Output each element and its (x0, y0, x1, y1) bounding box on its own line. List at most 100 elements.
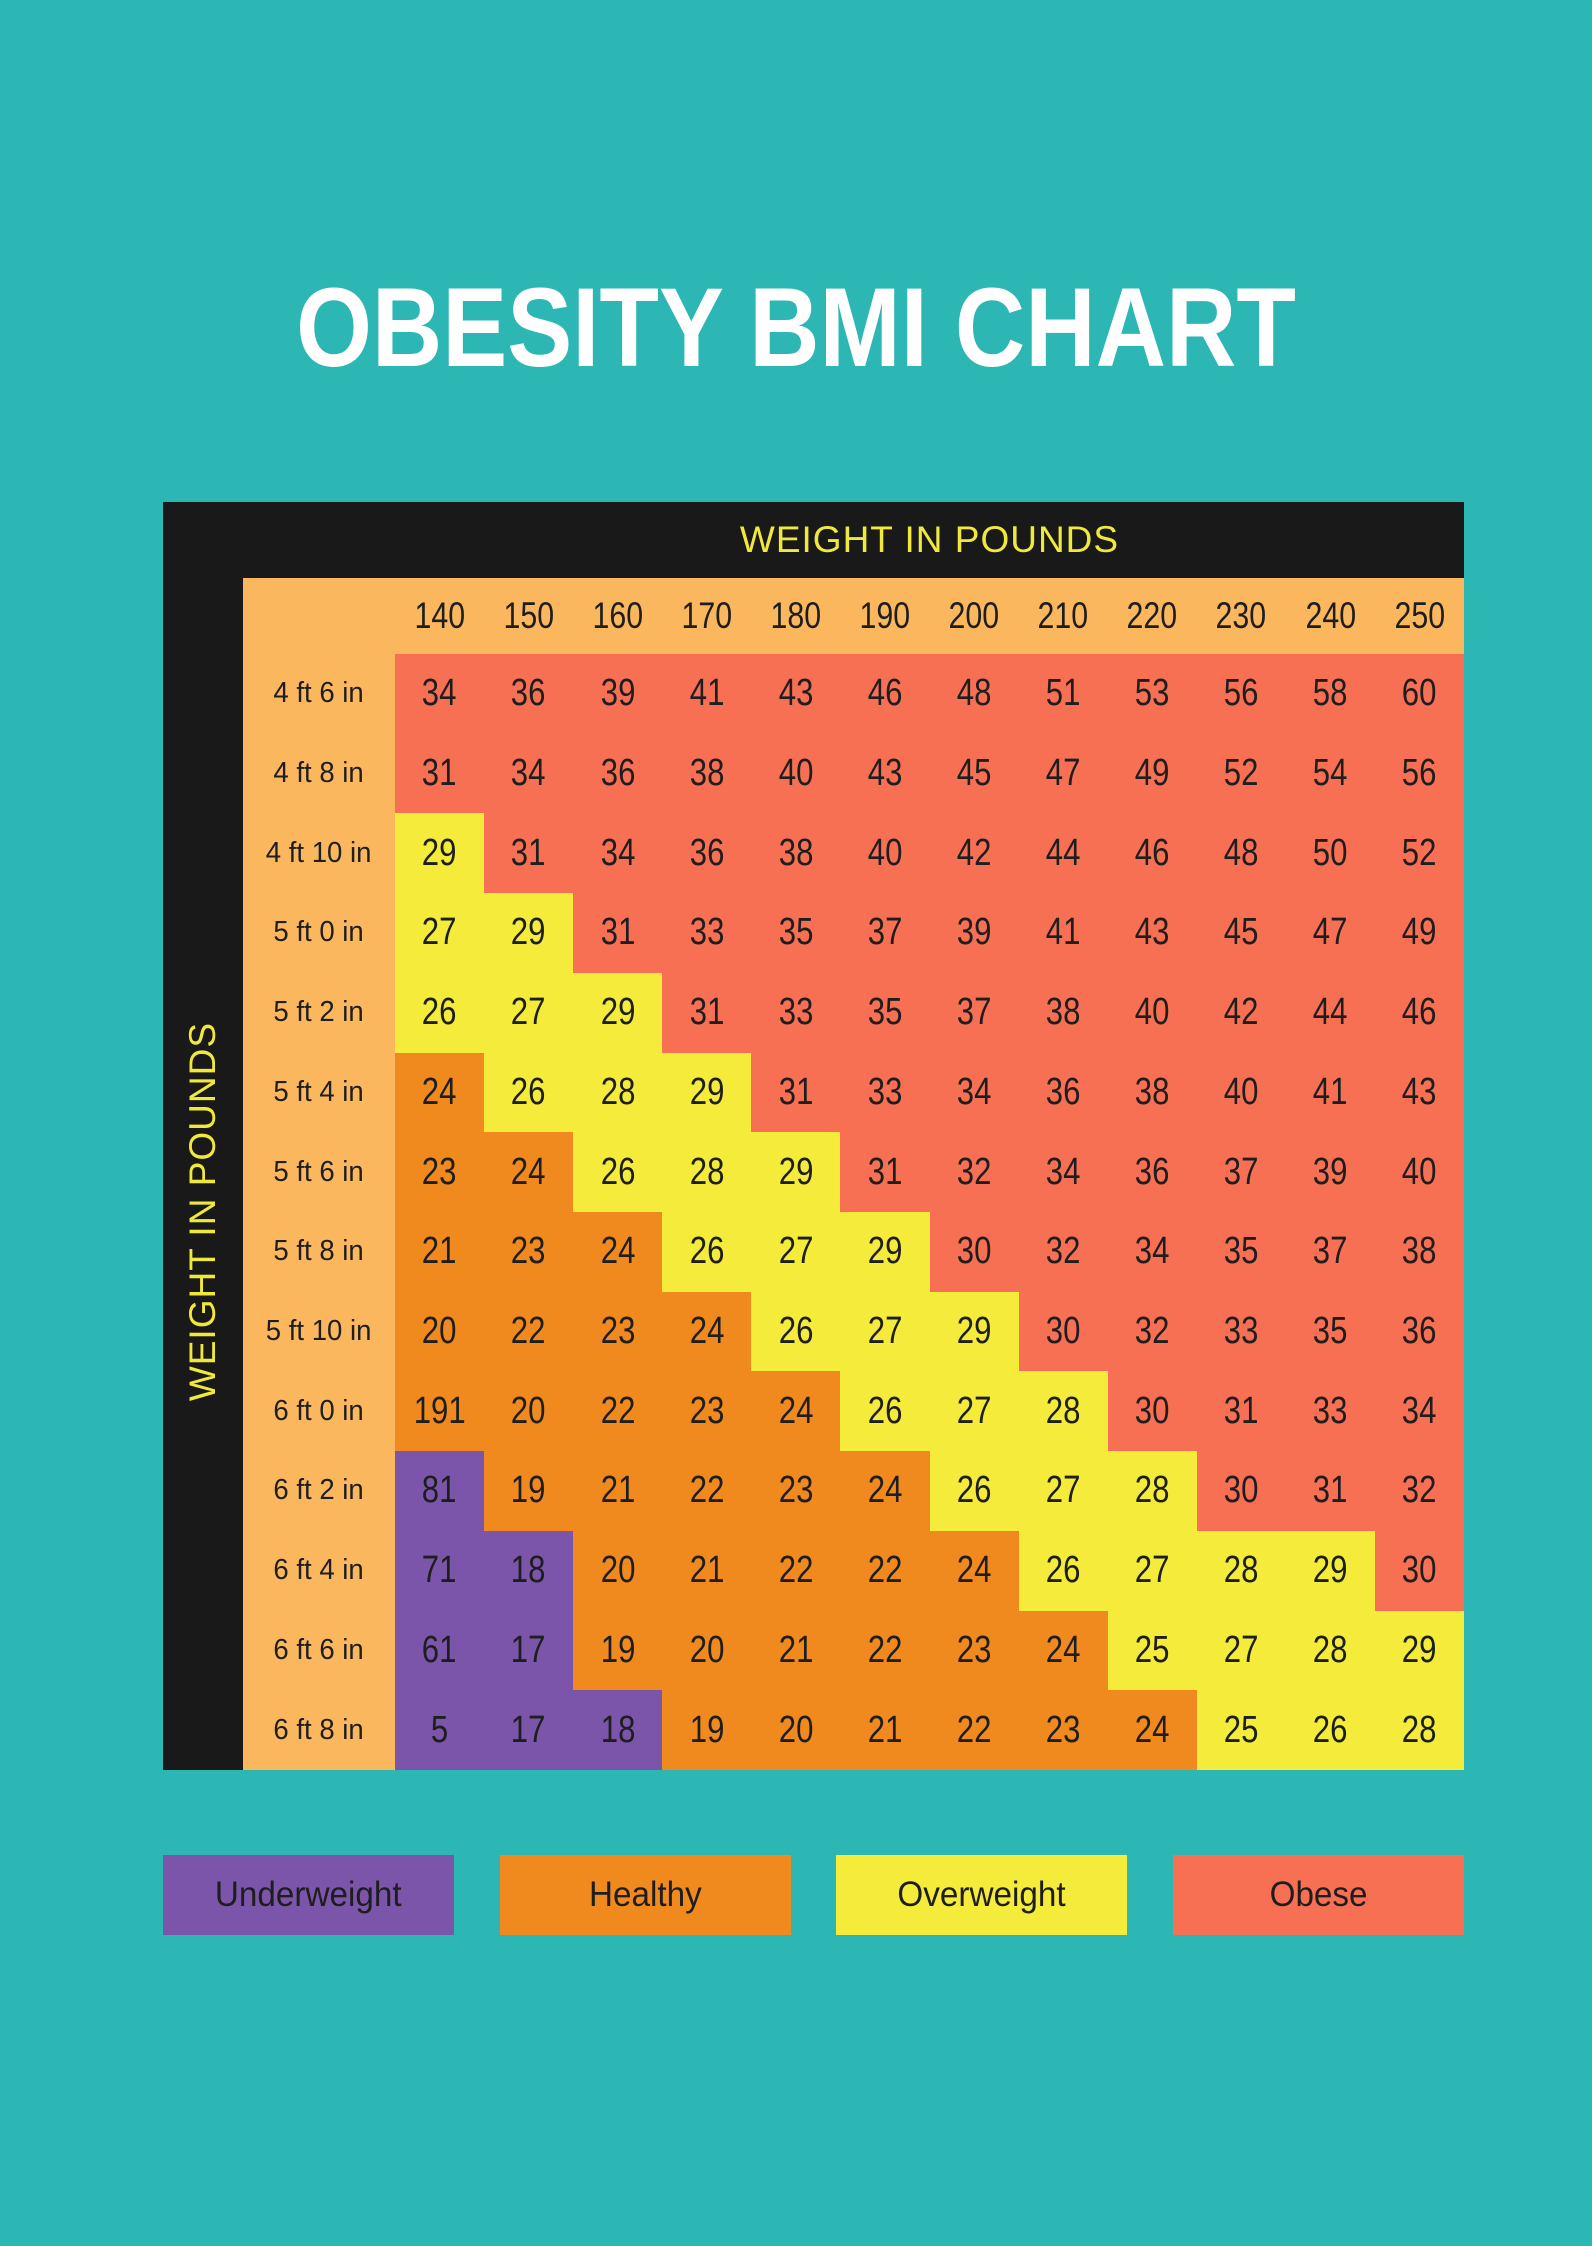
bmi-cell: 28 (1018, 1371, 1108, 1452)
bmi-cell: 50 (1285, 813, 1375, 894)
bmi-cell: 41 (1285, 1052, 1375, 1133)
bmi-grid: 140 150 160 170 180 190 200 210 220 230 240 250 4 ft… (243, 578, 1464, 1770)
bmi-cell: 46 (840, 654, 930, 734)
bmi-cell: 24 (484, 1132, 574, 1212)
bmi-cell: 29 (662, 1052, 752, 1133)
bmi-cell: 28 (573, 1052, 663, 1133)
bmi-cell: 40 (1107, 972, 1197, 1053)
row-header: 4 ft 8 in (273, 757, 365, 790)
bmi-cell: 25 (1107, 1610, 1197, 1691)
bmi-cell: 44 (1018, 813, 1108, 894)
bmi-cell: 27 (1018, 1451, 1108, 1531)
row-header: 5 ft 0 in (273, 916, 365, 949)
legend-label: Overweight (897, 1875, 1066, 1914)
bmi-cell: 36 (573, 733, 663, 814)
bmi-cell: 24 (840, 1451, 930, 1531)
row-axis-label: WEIGHT IN POUNDS (182, 1022, 223, 1402)
column-header: 200 (948, 595, 1000, 636)
bmi-cell: 30 (1018, 1291, 1108, 1372)
bmi-cell: 61 (395, 1610, 485, 1691)
bmi-cell: 54 (1285, 733, 1375, 814)
bmi-cell: 26 (395, 972, 485, 1053)
bmi-cell: 33 (840, 1052, 930, 1133)
column-header: 160 (592, 595, 644, 636)
bmi-cell: 56 (1374, 733, 1464, 814)
row-header: 5 ft 6 in (273, 1155, 365, 1188)
bmi-cell: 19 (662, 1690, 752, 1770)
bmi-cell: 26 (1018, 1530, 1108, 1611)
bmi-cell: 35 (751, 893, 841, 973)
bmi-cell: 27 (1196, 1610, 1286, 1691)
bmi-cell: 26 (662, 1212, 752, 1292)
bmi-cell: 28 (1107, 1451, 1197, 1531)
bmi-cell: 32 (1107, 1291, 1197, 1372)
row-header: 6 ft 8 in (273, 1713, 365, 1746)
bmi-cell: 38 (1018, 972, 1108, 1053)
bmi-cell: 26 (1285, 1690, 1375, 1770)
bmi-cell: 22 (840, 1530, 930, 1611)
bmi-cell: 42 (929, 813, 1019, 894)
column-header: 250 (1394, 595, 1445, 636)
bmi-cell: 26 (840, 1371, 930, 1452)
bmi-cell: 33 (1285, 1371, 1375, 1452)
bmi-cell: 39 (1285, 1132, 1375, 1212)
bmi-cell: 22 (573, 1371, 663, 1452)
legend-item-underweight: Underweight (163, 1855, 454, 1935)
row-header: 5 ft 4 in (273, 1075, 365, 1108)
bmi-cell: 36 (484, 654, 574, 734)
legend-label: Healthy (588, 1875, 702, 1914)
bmi-cell: 38 (1374, 1212, 1464, 1292)
bmi-cell: 30 (929, 1212, 1019, 1292)
bmi-cell: 34 (1107, 1212, 1197, 1292)
bmi-cell: 29 (1285, 1530, 1375, 1611)
bmi-cell: 23 (1018, 1690, 1108, 1770)
row-header: 6 ft 2 in (273, 1474, 365, 1507)
bmi-cell: 23 (484, 1212, 574, 1292)
bmi-cell: 24 (1018, 1610, 1108, 1691)
bmi-cell: 31 (395, 733, 485, 814)
bmi-cell: 29 (840, 1212, 930, 1292)
bmi-cell: 29 (751, 1132, 841, 1212)
bmi-cell: 48 (929, 654, 1019, 734)
column-axis-label: WEIGHT IN POUNDS (739, 519, 1120, 560)
bmi-cell: 34 (929, 1052, 1019, 1133)
bmi-cell: 30 (1196, 1451, 1286, 1531)
bmi-cell: 26 (573, 1132, 663, 1212)
bmi-cell: 22 (929, 1690, 1019, 1770)
legend-item-overweight: Overweight (836, 1855, 1128, 1935)
bmi-cell: 35 (1285, 1291, 1375, 1372)
bmi-cell: 52 (1374, 813, 1464, 894)
row-header: 6 ft 0 in (273, 1394, 365, 1427)
column-header: 220 (1126, 595, 1178, 636)
bmi-cell: 47 (1018, 733, 1108, 814)
table-left-band: WEIGHT IN POUNDS (163, 654, 243, 1770)
bmi-cell: 53 (1107, 654, 1197, 734)
column-header: 240 (1305, 595, 1356, 636)
bmi-cell: 30 (1374, 1530, 1464, 1611)
column-header: 210 (1037, 595, 1089, 636)
bmi-cell: 23 (929, 1610, 1019, 1691)
bmi-cell: 60 (1374, 654, 1464, 734)
bmi-cell: 40 (1196, 1052, 1286, 1133)
bmi-cell: 39 (929, 893, 1019, 973)
bmi-cell: 21 (573, 1451, 663, 1531)
bmi-cell: 49 (1374, 893, 1464, 973)
bmi-cell: 58 (1285, 654, 1375, 734)
bmi-cell: 37 (1285, 1212, 1375, 1292)
row-header: 6 ft 6 in (273, 1633, 365, 1666)
bmi-cell: 24 (929, 1530, 1019, 1611)
bmi-cell: 45 (1196, 893, 1286, 973)
bmi-cell: 26 (484, 1052, 574, 1133)
bmi-cell: 21 (840, 1690, 930, 1770)
bmi-cell: 23 (573, 1291, 663, 1372)
bmi-cell: 31 (840, 1132, 930, 1212)
bmi-cell: 23 (395, 1132, 485, 1212)
bmi-cell: 35 (1196, 1212, 1286, 1292)
bmi-cell: 26 (929, 1451, 1019, 1531)
bmi-cell: 38 (1107, 1052, 1197, 1133)
bmi-cell: 41 (1018, 893, 1108, 973)
bmi-cell: 22 (840, 1610, 930, 1691)
bmi-cell: 29 (484, 893, 574, 973)
bmi-cell: 36 (662, 813, 752, 894)
column-header: 150 (503, 595, 554, 636)
